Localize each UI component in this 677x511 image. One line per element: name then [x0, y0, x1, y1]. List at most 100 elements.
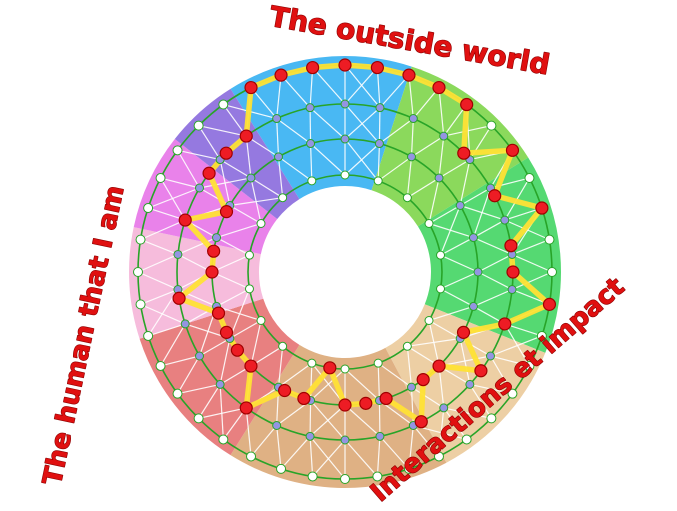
- score-node[interactable]: [239, 129, 253, 143]
- grid-node[interactable]: [473, 267, 483, 277]
- grid-node[interactable]: [340, 134, 350, 144]
- grid-node[interactable]: [193, 120, 204, 131]
- score-node[interactable]: [460, 97, 474, 112]
- grid-node[interactable]: [524, 360, 535, 371]
- grid-node[interactable]: [524, 173, 535, 184]
- grid-node[interactable]: [468, 301, 478, 311]
- grid-node[interactable]: [402, 341, 412, 351]
- grid-node[interactable]: [135, 234, 146, 245]
- score-node[interactable]: [370, 60, 384, 75]
- grid-node[interactable]: [193, 413, 204, 424]
- score-node[interactable]: [230, 343, 245, 357]
- grid-node[interactable]: [455, 201, 465, 210]
- grid-node[interactable]: [424, 316, 434, 325]
- score-node[interactable]: [211, 306, 226, 320]
- score-node[interactable]: [457, 146, 471, 160]
- grid-node[interactable]: [439, 131, 449, 141]
- score-node[interactable]: [506, 265, 520, 279]
- grid-node[interactable]: [256, 219, 266, 228]
- score-node[interactable]: [338, 398, 352, 412]
- grid-node[interactable]: [195, 351, 205, 361]
- grid-node[interactable]: [173, 249, 183, 259]
- grid-node[interactable]: [305, 431, 315, 441]
- grid-node[interactable]: [305, 103, 315, 113]
- sector-purple[interactable]: [174, 88, 300, 220]
- grid-node[interactable]: [507, 285, 517, 295]
- score-node[interactable]: [416, 372, 430, 387]
- grid-node[interactable]: [486, 120, 497, 131]
- grid-node[interactable]: [402, 193, 412, 203]
- score-node[interactable]: [504, 239, 518, 253]
- grid-node[interactable]: [215, 379, 225, 389]
- grid-node[interactable]: [544, 234, 555, 245]
- grid-node[interactable]: [172, 388, 183, 399]
- score-node[interactable]: [456, 325, 471, 339]
- grid-node[interactable]: [468, 233, 478, 243]
- grid-node[interactable]: [436, 250, 446, 260]
- grid-node[interactable]: [340, 364, 350, 374]
- grid-node[interactable]: [373, 358, 383, 368]
- grid-node[interactable]: [218, 99, 229, 110]
- score-node[interactable]: [274, 68, 288, 82]
- score-node[interactable]: [202, 166, 216, 180]
- grid-node[interactable]: [507, 388, 518, 399]
- grid-node[interactable]: [133, 267, 143, 277]
- grid-node[interactable]: [212, 233, 222, 243]
- score-node[interactable]: [297, 391, 311, 406]
- score-node[interactable]: [432, 359, 446, 373]
- score-node[interactable]: [535, 201, 549, 215]
- grid-node[interactable]: [256, 316, 266, 325]
- score-node[interactable]: [205, 265, 219, 279]
- grid-node[interactable]: [272, 114, 282, 124]
- score-node[interactable]: [244, 359, 258, 373]
- grid-node[interactable]: [407, 382, 416, 392]
- grid-node[interactable]: [486, 413, 497, 424]
- score-node[interactable]: [379, 391, 393, 406]
- score-node[interactable]: [542, 297, 557, 311]
- grid-node[interactable]: [373, 176, 383, 186]
- grid-node[interactable]: [433, 451, 444, 462]
- grid-node[interactable]: [500, 215, 510, 225]
- grid-node[interactable]: [434, 173, 444, 183]
- score-node[interactable]: [505, 143, 520, 157]
- grid-node[interactable]: [135, 299, 146, 310]
- grid-node[interactable]: [306, 139, 316, 149]
- grid-node[interactable]: [424, 219, 434, 228]
- grid-node[interactable]: [408, 114, 418, 124]
- score-node[interactable]: [402, 68, 416, 82]
- grid-node[interactable]: [340, 435, 350, 445]
- score-node[interactable]: [432, 80, 446, 95]
- score-node[interactable]: [359, 396, 373, 410]
- sector-salmon[interactable]: [139, 298, 300, 456]
- grid-node[interactable]: [278, 341, 288, 351]
- score-node[interactable]: [414, 415, 428, 429]
- grid-node[interactable]: [218, 434, 229, 445]
- grid-node[interactable]: [372, 471, 383, 482]
- grid-node[interactable]: [180, 319, 190, 329]
- score-node[interactable]: [239, 401, 253, 415]
- grid-node[interactable]: [143, 330, 154, 341]
- score-node[interactable]: [474, 364, 488, 378]
- grid-node[interactable]: [375, 103, 385, 113]
- sector-tan[interactable]: [230, 344, 447, 488]
- grid-node[interactable]: [244, 250, 254, 260]
- grid-node[interactable]: [374, 139, 384, 149]
- grid-node[interactable]: [143, 203, 154, 214]
- grid-node[interactable]: [155, 173, 166, 184]
- score-node[interactable]: [172, 291, 186, 305]
- grid-node[interactable]: [246, 451, 257, 462]
- grid-node[interactable]: [403, 463, 414, 474]
- sector-green-1[interactable]: [371, 66, 529, 227]
- grid-node[interactable]: [272, 420, 282, 430]
- score-node[interactable]: [219, 325, 234, 339]
- score-node[interactable]: [338, 58, 352, 72]
- grid-node[interactable]: [195, 183, 205, 193]
- score-node[interactable]: [278, 383, 292, 398]
- grid-node[interactable]: [439, 403, 449, 413]
- grid-node[interactable]: [244, 284, 254, 294]
- grid-node[interactable]: [547, 267, 557, 277]
- grid-node[interactable]: [307, 471, 318, 482]
- grid-node[interactable]: [465, 379, 475, 389]
- grid-node[interactable]: [436, 284, 446, 294]
- grid-node[interactable]: [274, 152, 283, 162]
